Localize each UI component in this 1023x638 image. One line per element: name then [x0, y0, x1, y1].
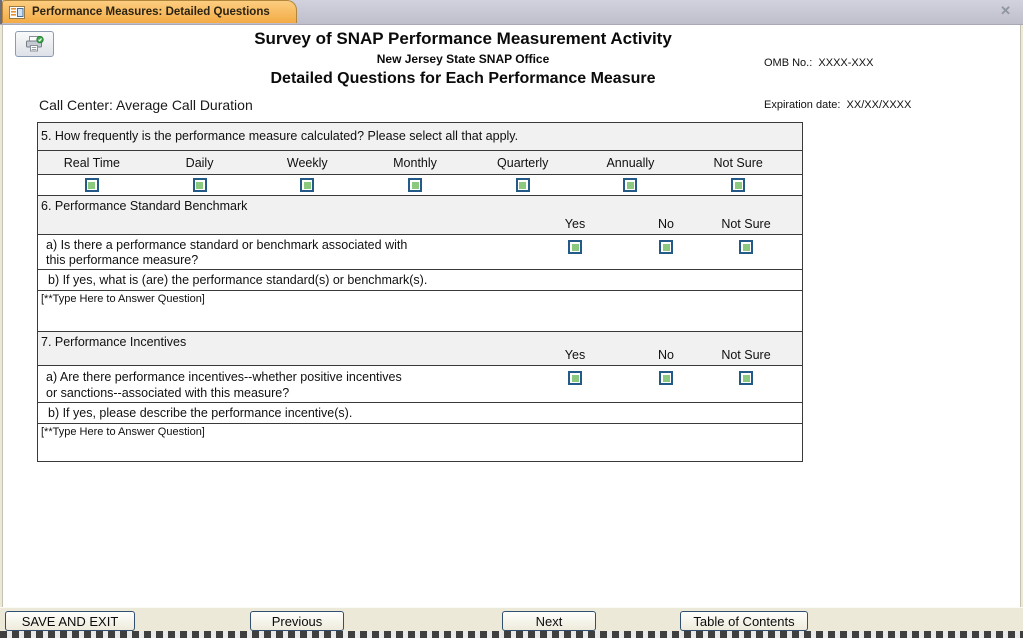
measure-title: Call Center: Average Call Duration	[39, 97, 253, 113]
q6-header: 6. Performance Standard Benchmark Yes No…	[38, 196, 802, 235]
tab-title: Performance Measures: Detailed Questions	[32, 6, 270, 18]
previous-button[interactable]: Previous	[250, 611, 344, 631]
q7-label-no: No	[658, 348, 674, 362]
next-button[interactable]: Next	[502, 611, 596, 631]
checkbox-q7a-no[interactable]	[659, 371, 673, 385]
checkbox-daily[interactable]	[192, 178, 207, 192]
q5-frequency-checkboxes	[38, 175, 802, 196]
printer-icon	[24, 35, 45, 53]
footer-bar: SAVE AND EXIT Previous Next Table of Con…	[0, 607, 1023, 632]
table-of-contents-button[interactable]: Table of Contents	[680, 611, 808, 631]
q6-label-yes: Yes	[564, 217, 586, 231]
checkbox-q6a-no[interactable]	[659, 240, 673, 254]
omb-number: OMB No.: XXXX-XXX	[764, 57, 874, 69]
label-real-time: Real Time	[63, 155, 120, 170]
header-titles: Survey of SNAP Performance Measurement A…	[3, 25, 923, 88]
q7a-text-line2: or sanctions--associated with this measu…	[46, 386, 290, 400]
tab-performance-measures[interactable]: Performance Measures: Detailed Questions	[2, 0, 297, 23]
checkbox-not-sure[interactable]	[731, 178, 746, 192]
q5-text: 5. How frequently is the performance mea…	[38, 123, 802, 151]
label-annually: Annually	[606, 155, 655, 170]
q6a-text-line2: this performance measure?	[46, 253, 199, 267]
checkbox-q6a-yes[interactable]	[568, 240, 582, 254]
label-quarterly: Quarterly	[497, 155, 549, 170]
tab-bar: Performance Measures: Detailed Questions…	[0, 0, 1023, 25]
q7-header: 7. Performance Incentives Yes No Not Sur…	[38, 332, 802, 366]
label-monthly: Monthly	[393, 155, 437, 170]
checkbox-q7a-not-sure[interactable]	[739, 371, 753, 385]
q6a-text-line1: a) Is there a performance standard or be…	[46, 238, 408, 252]
save-and-exit-button[interactable]: SAVE AND EXIT	[5, 611, 135, 631]
checkbox-real-time[interactable]	[84, 178, 99, 192]
omb-block: OMB No.: XXXX-XXX Expiration date: XX/XX…	[764, 28, 911, 140]
checkbox-q6a-not-sure[interactable]	[739, 240, 753, 254]
q7b-text: b) If yes, please describe the performan…	[38, 403, 802, 424]
q7a-text-line1: a) Are there performance incentives--whe…	[46, 370, 402, 384]
q7a-row: a) Are there performance incentives--whe…	[38, 366, 802, 403]
q6a-row: a) Is there a performance standard or be…	[38, 235, 802, 270]
q5-frequency-labels: Real Time Daily Weekly Monthly Quarterly…	[38, 151, 802, 175]
checkbox-weekly[interactable]	[300, 178, 315, 192]
checkbox-q7a-yes[interactable]	[568, 371, 582, 385]
q7-label-yes: Yes	[564, 348, 586, 362]
q6-label-not-sure: Not Sure	[721, 217, 771, 231]
q6-title: 6. Performance Standard Benchmark	[41, 199, 248, 213]
q7-answer-field[interactable]: [**Type Here to Answer Question]	[41, 426, 205, 438]
q6b-text: b) If yes, what is (are) the performance…	[38, 270, 802, 291]
label-not-sure: Not Sure	[713, 155, 763, 170]
q6-label-no: No	[658, 217, 674, 231]
print-button[interactable]	[15, 31, 54, 57]
q7-title: 7. Performance Incentives	[41, 335, 187, 349]
q6-answer-field[interactable]: [**Type Here to Answer Question]	[38, 291, 802, 332]
checkbox-annually[interactable]	[623, 178, 638, 192]
label-daily: Daily	[185, 155, 214, 170]
expiration-date: Expiration date: XX/XX/XXXX	[764, 99, 912, 111]
q7-label-not-sure: Not Sure	[721, 348, 771, 362]
checkbox-quarterly[interactable]	[515, 178, 530, 192]
section-heading: Detailed Questions for Each Performance …	[270, 70, 656, 87]
page-title: Survey of SNAP Performance Measurement A…	[254, 29, 672, 48]
question-table: 5. How frequently is the performance mea…	[37, 122, 803, 462]
office-subtitle: New Jersey State SNAP Office	[376, 52, 550, 66]
label-weekly: Weekly	[286, 155, 328, 170]
window-resize-edge	[0, 631, 1023, 638]
checkbox-monthly[interactable]	[408, 178, 423, 192]
tab-bar-edge	[0, 0, 2, 24]
form-content: Survey of SNAP Performance Measurement A…	[2, 25, 1021, 607]
close-icon[interactable]: ✕	[1000, 3, 1011, 18]
form-icon	[9, 5, 25, 19]
